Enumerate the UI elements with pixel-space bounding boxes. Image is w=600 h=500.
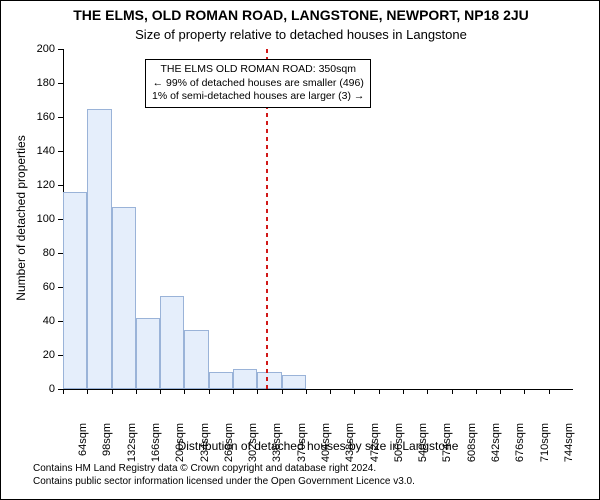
- ytick-label: 20: [27, 349, 55, 361]
- ytick: [58, 49, 63, 50]
- ytick-label: 160: [27, 111, 55, 123]
- caption-line1: Contains HM Land Registry data © Crown c…: [33, 463, 415, 476]
- ytick-label: 0: [27, 383, 55, 395]
- ytick-label: 100: [27, 213, 55, 225]
- ytick-label: 200: [27, 43, 55, 55]
- ytick: [58, 117, 63, 118]
- x-axis-line: [63, 389, 573, 390]
- plot-area: 02040608010012014016018020064sqm98sqm132…: [63, 49, 573, 389]
- xtick: [112, 389, 113, 394]
- histogram-bar: [160, 296, 184, 390]
- ytick: [58, 185, 63, 186]
- histogram-bar: [184, 330, 208, 390]
- caption-line2: Contains public sector information licen…: [33, 476, 415, 489]
- xtick: [160, 389, 161, 394]
- xtick: [524, 389, 525, 394]
- xtick: [403, 389, 404, 394]
- xtick: [330, 389, 331, 394]
- xtick: [257, 389, 258, 394]
- chart-container: THE ELMS, OLD ROMAN ROAD, LANGSTONE, NEW…: [0, 0, 600, 500]
- ytick: [58, 151, 63, 152]
- ytick-label: 80: [27, 247, 55, 259]
- ytick-label: 40: [27, 315, 55, 327]
- histogram-bar: [233, 369, 257, 389]
- annotation-line1: THE ELMS OLD ROMAN ROAD: 350sqm: [152, 63, 364, 77]
- xtick: [233, 389, 234, 394]
- xtick: [306, 389, 307, 394]
- xtick: [87, 389, 88, 394]
- xtick: [427, 389, 428, 394]
- histogram-bar: [136, 318, 160, 389]
- caption: Contains HM Land Registry data © Crown c…: [33, 463, 415, 488]
- ytick: [58, 83, 63, 84]
- xtick: [379, 389, 380, 394]
- ytick-label: 180: [27, 77, 55, 89]
- xtick: [282, 389, 283, 394]
- annotation-box: THE ELMS OLD ROMAN ROAD: 350sqm← 99% of …: [145, 59, 371, 108]
- ytick-label: 140: [27, 145, 55, 157]
- xtick: [476, 389, 477, 394]
- histogram-bar: [282, 375, 306, 389]
- xtick: [549, 389, 550, 394]
- ytick-label: 60: [27, 281, 55, 293]
- histogram-bar: [63, 192, 87, 389]
- annotation-line2: ← 99% of detached houses are smaller (49…: [152, 77, 364, 91]
- xtick: [184, 389, 185, 394]
- xtick: [452, 389, 453, 394]
- y-axis-label: Number of detached properties: [14, 128, 28, 308]
- xtick: [354, 389, 355, 394]
- ytick-label: 120: [27, 179, 55, 191]
- xtick: [500, 389, 501, 394]
- xtick: [136, 389, 137, 394]
- annotation-line3: 1% of semi-detached houses are larger (3…: [152, 90, 364, 104]
- chart-title-main: THE ELMS, OLD ROMAN ROAD, LANGSTONE, NEW…: [1, 7, 600, 23]
- histogram-bar: [209, 372, 233, 389]
- xtick: [209, 389, 210, 394]
- xtick: [63, 389, 64, 394]
- x-axis-label: Distribution of detached houses by size …: [63, 439, 573, 453]
- histogram-bar: [112, 207, 136, 389]
- histogram-bar: [87, 109, 111, 390]
- chart-title-sub: Size of property relative to detached ho…: [1, 27, 600, 42]
